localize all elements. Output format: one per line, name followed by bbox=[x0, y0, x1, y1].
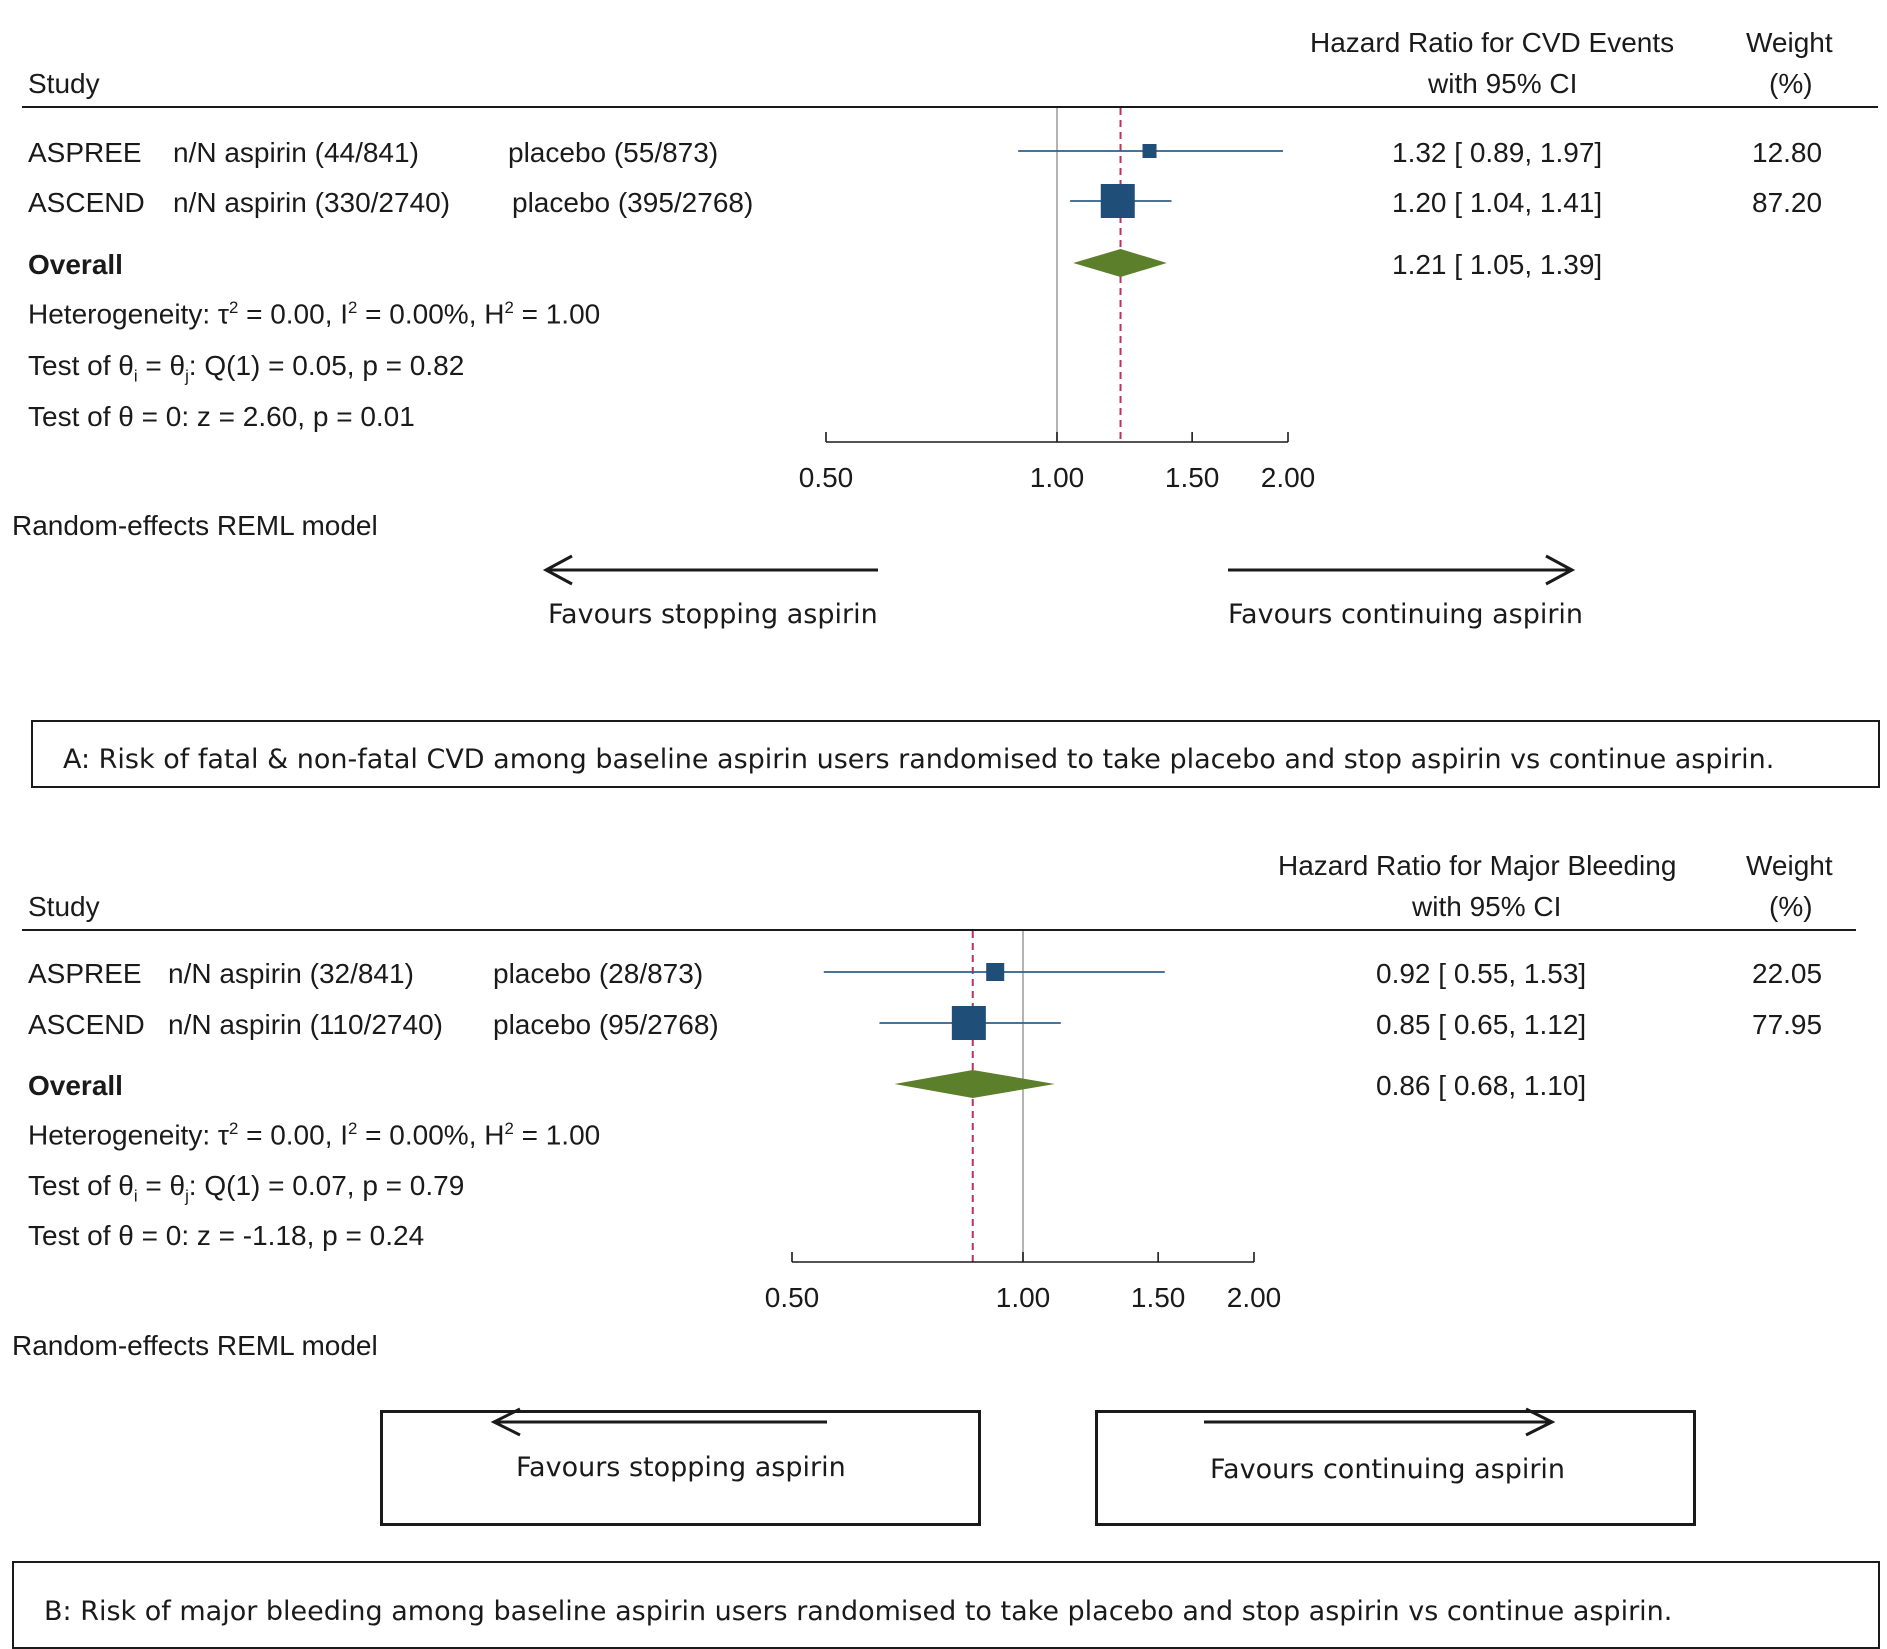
weight-value: 87.20 bbox=[1752, 187, 1823, 218]
favours-right-label: Favours continuing aspirin bbox=[1228, 599, 1584, 630]
placebo-counts: placebo (28/873) bbox=[493, 958, 704, 989]
col-weight-header-line2: (%) bbox=[1769, 68, 1813, 99]
x-axis-tick-label: 1.50 bbox=[1165, 462, 1220, 493]
study-name: ASPREE bbox=[28, 958, 142, 989]
x-axis-tick-label: 2.00 bbox=[1261, 462, 1316, 493]
aspirin-counts: n/N aspirin (32/841) bbox=[168, 958, 414, 989]
study-name: ASPREE bbox=[28, 137, 142, 168]
study-effect-marker bbox=[1142, 144, 1157, 158]
overall-hr-ci-text: 1.21 [ 1.05, 1.39] bbox=[1392, 249, 1603, 280]
study-name: ASCEND bbox=[28, 1009, 145, 1040]
heterogeneity-stats: Heterogeneity: τ2 = 0.00, I2 = 0.00%, H2… bbox=[28, 1119, 601, 1151]
test-theta-equal: Test of θi = θj: Q(1) = 0.05, p = 0.82 bbox=[28, 350, 465, 386]
x-axis-tick-label: 0.50 bbox=[765, 1282, 820, 1313]
weight-value: 22.05 bbox=[1752, 958, 1823, 989]
test-theta-zero: Test of θ = 0: z = -1.18, p = 0.24 bbox=[28, 1220, 425, 1251]
favours-left-box bbox=[380, 1410, 981, 1526]
col-weight-header-line1: Weight bbox=[1746, 27, 1833, 58]
overall-hr-ci-text: 0.86 [ 0.68, 1.10] bbox=[1376, 1070, 1587, 1101]
col-weight-header-line1: Weight bbox=[1746, 850, 1833, 881]
favours-left-arrowhead bbox=[542, 554, 573, 586]
overall-diamond bbox=[894, 1070, 1055, 1098]
placebo-counts: placebo (95/2768) bbox=[493, 1009, 719, 1040]
x-axis-tick-label: 0.50 bbox=[799, 462, 854, 493]
aspirin-counts: n/N aspirin (330/2740) bbox=[173, 187, 451, 218]
caption-box bbox=[12, 1561, 1880, 1649]
test-theta-equal: Test of θi = θj: Q(1) = 0.07, p = 0.79 bbox=[28, 1170, 465, 1206]
caption-text: A: Risk of fatal & non-fatal CVD among b… bbox=[63, 744, 1775, 775]
x-axis-tick-label: 1.00 bbox=[1030, 462, 1085, 493]
x-axis-tick-label: 2.00 bbox=[1227, 1282, 1282, 1313]
aspirin-counts: n/N aspirin (110/2740) bbox=[168, 1009, 443, 1040]
study-effect-marker bbox=[951, 1006, 986, 1040]
col-weight-header-line2: (%) bbox=[1769, 891, 1813, 922]
forest-plot-b: 0.50 1.00 1.50 2.00 bbox=[490, 931, 1556, 1437]
placebo-counts: placebo (55/873) bbox=[508, 137, 719, 168]
forest-plot-a: 0.50 1.00 1.50 2.00 bbox=[542, 108, 1576, 586]
heterogeneity-stats: Heterogeneity: τ2 = 0.00, I2 = 0.00%, H2… bbox=[28, 298, 601, 330]
caption-box bbox=[31, 720, 1880, 788]
x-axis-tick-label: 1.50 bbox=[1131, 1282, 1186, 1313]
study-name: ASCEND bbox=[28, 187, 145, 218]
x-axis-tick-label: 1.00 bbox=[996, 1282, 1051, 1313]
header-rule bbox=[22, 106, 1878, 108]
aspirin-counts: n/N aspirin (44/841) bbox=[173, 137, 419, 168]
col-effect-header-line2: with 95% CI bbox=[1428, 68, 1578, 99]
model-label: Random-effects REML model bbox=[12, 1330, 378, 1361]
hr-ci-text: 0.85 [ 0.65, 1.12] bbox=[1376, 1009, 1587, 1040]
col-study-header: Study bbox=[28, 68, 100, 99]
favours-left-arrowhead bbox=[490, 1407, 521, 1437]
study-effect-marker bbox=[986, 963, 1005, 981]
header-rule bbox=[22, 929, 1856, 931]
weight-value: 77.95 bbox=[1752, 1009, 1823, 1040]
col-study-header: Study bbox=[28, 891, 100, 922]
overall-label: Overall bbox=[28, 249, 123, 280]
favours-left-label: Favours stopping aspirin bbox=[516, 1452, 846, 1483]
model-label: Random-effects REML model bbox=[12, 510, 378, 541]
caption-text: B: Risk of major bleeding among baseline… bbox=[44, 1596, 1673, 1627]
overall-label: Overall bbox=[28, 1070, 123, 1101]
weight-value: 12.80 bbox=[1752, 137, 1823, 168]
hr-ci-text: 0.92 [ 0.55, 1.53] bbox=[1376, 958, 1587, 989]
col-effect-header-line1: Hazard Ratio for CVD Events bbox=[1310, 27, 1675, 58]
favours-left-label: Favours stopping aspirin bbox=[548, 599, 878, 630]
favours-right-arrowhead bbox=[1545, 554, 1576, 586]
favours-right-arrowhead bbox=[1525, 1407, 1556, 1437]
col-effect-header-line2: with 95% CI bbox=[1412, 891, 1562, 922]
placebo-counts: placebo (395/2768) bbox=[512, 187, 754, 218]
favours-right-label: Favours continuing aspirin bbox=[1210, 1454, 1566, 1485]
col-effect-header-line1: Hazard Ratio for Major Bleeding bbox=[1278, 850, 1677, 881]
favours-right-box bbox=[1095, 1410, 1696, 1526]
overall-diamond bbox=[1073, 249, 1167, 277]
hr-ci-text: 1.20 [ 1.04, 1.41] bbox=[1392, 187, 1603, 218]
study-effect-marker bbox=[1100, 184, 1135, 218]
hr-ci-text: 1.32 [ 0.89, 1.97] bbox=[1392, 137, 1603, 168]
test-theta-zero: Test of θ = 0: z = 2.60, p = 0.01 bbox=[28, 401, 415, 432]
